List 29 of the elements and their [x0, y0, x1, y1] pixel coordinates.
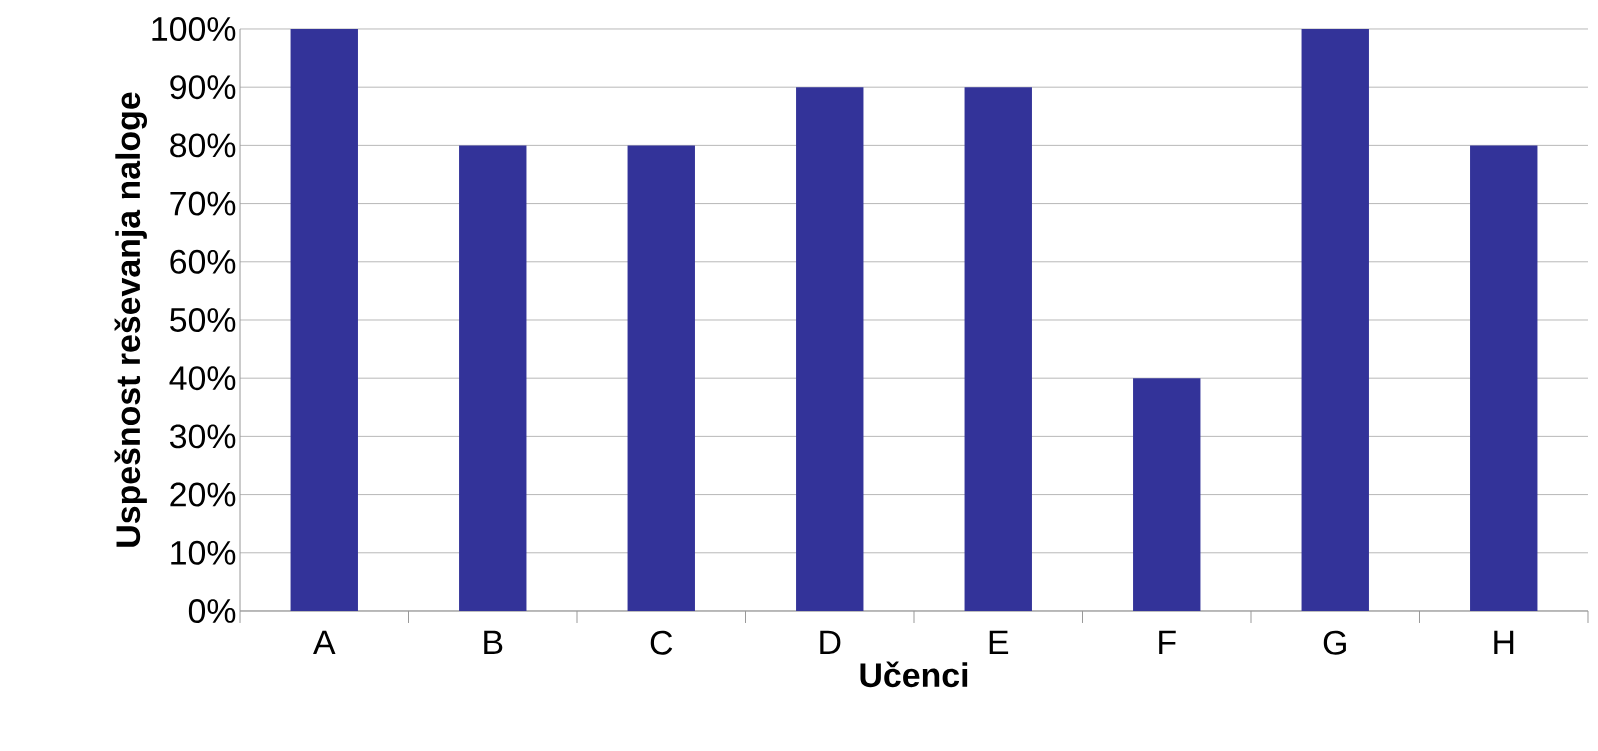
bar [1301, 28, 1369, 611]
bar [459, 145, 527, 611]
bar [1470, 145, 1538, 611]
y-tick-label: 90% [170, 75, 236, 100]
y-tick-label: 100% [152, 16, 236, 41]
x-tick-label: H [1494, 630, 1514, 655]
x-tick-label: G [1323, 630, 1346, 655]
x-axis-title: Učenci [860, 661, 968, 688]
y-tick-label: 20% [170, 482, 236, 507]
x-tick-label: B [484, 630, 503, 655]
bar [964, 87, 1032, 611]
x-tick-label: A [313, 630, 336, 655]
bar [1133, 378, 1201, 611]
bar [290, 28, 358, 611]
x-tick-label: D [820, 630, 841, 655]
bar [796, 87, 864, 611]
y-tick-label: 0% [188, 598, 236, 623]
x-tick-label: F [1159, 630, 1176, 655]
x-tick-label: C [650, 630, 673, 655]
y-tick-label: 60% [170, 249, 236, 274]
y-tick-label: 30% [170, 424, 236, 449]
y-axis-title: Uspešnost reševanja naloge [114, 92, 148, 547]
y-tick-label: 50% [170, 307, 236, 332]
y-tick-label: 70% [170, 191, 236, 216]
bar [627, 145, 695, 611]
x-tick-label: E [989, 630, 1009, 655]
y-tick-label: 10% [171, 540, 236, 565]
y-tick-label: 40% [169, 366, 236, 391]
y-tick-label: 80% [170, 133, 236, 158]
